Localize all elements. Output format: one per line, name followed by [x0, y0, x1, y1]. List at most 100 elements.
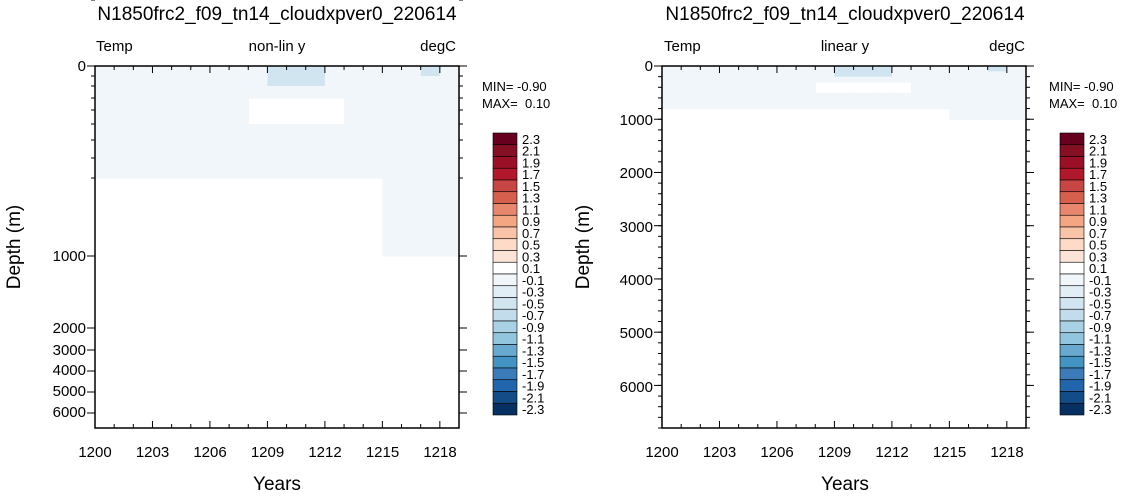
colorbar-label: 0.5 — [1089, 238, 1107, 253]
panel-right-cell — [891, 97, 912, 104]
panel-left-cell — [344, 86, 364, 99]
panel-left-cell — [114, 86, 134, 99]
panel-left-cell — [324, 66, 345, 77]
panel-right-cell — [949, 87, 970, 94]
panel-left-cell — [229, 66, 249, 77]
panel-right-cell — [949, 92, 970, 99]
panel-right-xtick-1206: 1206 — [760, 444, 793, 461]
panel-right-cell — [681, 87, 701, 94]
panel-left-y-ticks — [87, 0, 467, 414]
colorbar-swatch — [1059, 144, 1085, 157]
panel-right-cell — [1006, 97, 1027, 104]
colorbar-label: 0.5 — [522, 238, 540, 253]
panel-left-cell — [324, 86, 345, 99]
colorbar-swatch — [492, 238, 518, 251]
panel-right-cell — [719, 103, 740, 110]
panel-left-cell — [439, 140, 460, 159]
panel-right-cell — [700, 87, 721, 94]
panel-right-cell — [834, 103, 855, 110]
panel-right-ytick-3000: 3000 — [620, 219, 653, 236]
panel-left-cell — [95, 66, 115, 77]
colorbar-swatch — [492, 261, 518, 275]
panel-right-cell — [738, 76, 759, 83]
panel-left-cell — [171, 158, 192, 179]
colorbar-label: 1.5 — [522, 179, 540, 194]
panel-right-cell — [968, 81, 989, 88]
panel-right-cell — [776, 87, 797, 94]
panel-left-cell — [209, 76, 230, 87]
colorbar-swatch — [1059, 332, 1085, 345]
panel-right-cell — [911, 97, 931, 104]
panel-right-cell — [757, 92, 778, 99]
panel-right-cell — [834, 76, 855, 83]
colorbar-label: 2.3 — [1089, 132, 1107, 147]
colorbar-label: -1.5 — [522, 355, 544, 370]
panel-left-variable-label: Temp — [96, 38, 133, 55]
colorbar-swatch — [492, 226, 518, 240]
panel-right-cell — [815, 97, 836, 104]
colorbar-swatch — [1059, 391, 1085, 404]
colorbar-swatch — [1059, 320, 1085, 334]
panel-left-cell — [114, 98, 134, 111]
panel-right-cell — [738, 103, 759, 110]
panel-right-cell — [987, 108, 1008, 120]
panel-right-cell — [815, 103, 836, 110]
panel-right-cell — [681, 71, 701, 78]
panel-left-cell — [363, 124, 383, 141]
colorbar-label: -2.3 — [1089, 402, 1111, 417]
panel-right-cell — [968, 76, 989, 83]
panel-left-cell — [152, 140, 173, 159]
panel-right-cell — [949, 66, 970, 72]
panel-left-cell — [209, 66, 230, 77]
panel-right-cell — [911, 71, 931, 78]
colorbar-swatch — [492, 367, 518, 381]
panel-left-cell — [286, 66, 307, 77]
panel-left-cell — [305, 76, 326, 87]
panel-left-cell — [267, 76, 288, 87]
colorbar-label: -1.3 — [522, 343, 544, 358]
panel-left-cell — [114, 140, 134, 159]
panel-right-cell — [815, 71, 836, 78]
panel-left-cell — [382, 140, 403, 159]
panel-left-cell — [229, 86, 249, 99]
panel-right-cell — [796, 92, 816, 99]
panel-left-cell — [248, 158, 269, 179]
colorbar-swatch — [492, 332, 518, 345]
panel-right-cell — [681, 81, 701, 88]
colorbar-swatch — [1059, 132, 1085, 146]
panel-left-cell — [114, 76, 134, 87]
panel-left-ytick-2000: 2000 — [53, 320, 86, 337]
panel-left-cell — [171, 140, 192, 159]
panel-right-cell — [911, 81, 931, 88]
panel-right-cell — [987, 71, 1008, 78]
panel-left-cell — [305, 124, 326, 141]
panel-right-cell — [872, 66, 893, 72]
panel-right-cell — [757, 66, 778, 72]
colorbar-label: -1.7 — [1089, 367, 1111, 382]
panel-right-cell — [776, 81, 797, 88]
panel-right-cell — [738, 81, 759, 88]
panel-right-max-label: MAX= 0.10 — [1049, 96, 1117, 111]
panel-left-cell — [190, 76, 211, 87]
panel-right-cell — [968, 66, 989, 72]
panel-right-variable-label: Temp — [664, 38, 701, 55]
panel-left-cell — [344, 66, 364, 77]
panel-left-cell — [344, 124, 364, 141]
panel-right-colorbar: 2.32.11.91.71.51.31.10.90.70.50.30.1-0.1… — [1059, 132, 1111, 417]
panel-left-xtick-1200: 1200 — [78, 444, 111, 461]
panel-left-cell — [401, 110, 422, 125]
colorbar-swatch — [492, 250, 518, 263]
panel-right-cell — [853, 92, 874, 99]
panel-right-cell — [776, 103, 797, 110]
panel-left-cell — [401, 124, 422, 141]
panel-left-cell — [344, 158, 364, 179]
colorbar-label: -0.7 — [522, 308, 544, 323]
panel-right-cell — [930, 103, 950, 110]
panel-left-ytick-3000: 3000 — [53, 342, 86, 359]
panel-left-cell — [382, 178, 403, 257]
panel-right-cell — [853, 97, 874, 104]
panel-left-cell — [439, 178, 460, 257]
panel-left-cell — [439, 158, 460, 179]
panel-right-cell — [738, 71, 759, 78]
